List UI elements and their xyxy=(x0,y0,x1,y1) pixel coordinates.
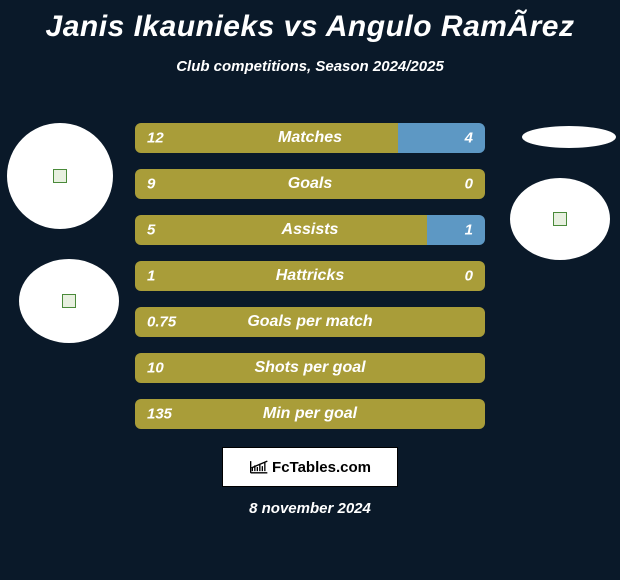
stat-value-right: 0 xyxy=(465,176,473,193)
stat-row: 135Min per goal xyxy=(135,399,485,429)
footer-brand-logo: FcTables.com xyxy=(222,447,398,487)
stat-value-right: 0 xyxy=(465,268,473,285)
stat-row: 0.75Goals per match xyxy=(135,307,485,337)
page-subtitle: Club competitions, Season 2024/2025 xyxy=(0,58,620,75)
player1-avatar-country xyxy=(19,259,119,343)
stat-label: Matches xyxy=(135,129,485,147)
stat-row: 1Hattricks0 xyxy=(135,261,485,291)
chart-icon xyxy=(249,459,269,475)
image-placeholder-icon xyxy=(62,294,76,308)
stat-row: 12Matches4 xyxy=(135,123,485,153)
image-placeholder-icon xyxy=(553,212,567,226)
stat-row: 5Assists1 xyxy=(135,215,485,245)
stat-label: Shots per goal xyxy=(135,359,485,377)
stats-container: 12Matches49Goals05Assists11Hattricks00.7… xyxy=(135,123,485,445)
stat-label: Goals xyxy=(135,175,485,193)
footer-date: 8 november 2024 xyxy=(0,500,620,517)
stat-label: Hattricks xyxy=(135,267,485,285)
image-placeholder-icon xyxy=(53,169,67,183)
stat-row: 9Goals0 xyxy=(135,169,485,199)
stat-label: Min per goal xyxy=(135,405,485,423)
stat-label: Assists xyxy=(135,221,485,239)
page-title: Janis Ikaunieks vs Angulo RamÃ­rez xyxy=(0,0,620,44)
stat-label: Goals per match xyxy=(135,313,485,331)
footer-brand-text: FcTables.com xyxy=(272,459,371,476)
stat-value-right: 1 xyxy=(465,222,473,239)
stat-row: 10Shots per goal xyxy=(135,353,485,383)
player2-avatar-club xyxy=(522,126,616,148)
player1-avatar-club xyxy=(7,123,113,229)
stat-value-right: 4 xyxy=(465,130,473,147)
player2-avatar-country xyxy=(510,178,610,260)
